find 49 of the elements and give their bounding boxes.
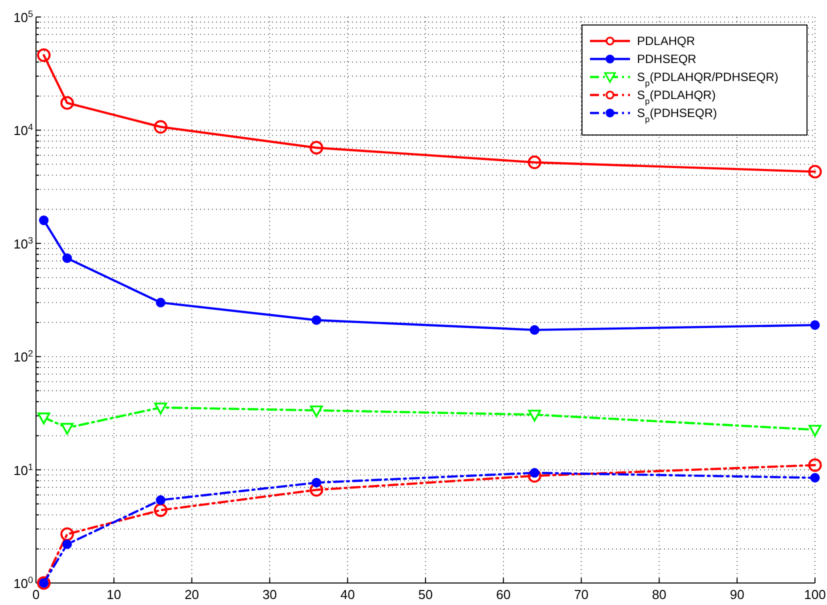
point — [37, 412, 50, 424]
point — [808, 458, 822, 472]
legend-label: S$_{p}$(PDHSEQR) — [637, 106, 718, 124]
y-tick-label: 10$^{2}$ — [13, 348, 33, 365]
x-tick-label: 80 — [652, 587, 666, 602]
y-tick-label: 10$^{0}$ — [13, 575, 33, 591]
point — [154, 503, 168, 517]
point — [60, 96, 74, 110]
point — [154, 120, 168, 134]
point — [156, 298, 166, 308]
point — [312, 478, 322, 488]
x-tick-label: 20 — [184, 587, 200, 602]
point — [312, 315, 322, 325]
y-tick-label: 10$^{5}$ — [13, 9, 33, 25]
legend-label: PDLAHQR — [637, 34, 696, 48]
point — [62, 539, 72, 550]
point — [310, 483, 324, 497]
point — [528, 410, 541, 422]
point — [62, 253, 72, 264]
x-tick-label: 70 — [574, 587, 589, 602]
point — [810, 320, 820, 330]
point — [60, 422, 74, 435]
point — [530, 325, 540, 335]
x-tick-label: 90 — [730, 587, 744, 602]
point — [154, 402, 168, 414]
point — [60, 527, 74, 541]
point — [808, 424, 822, 437]
legend-label: S$_{p}$(PDLAHQR/PDHSEQR) — [637, 70, 778, 88]
x-tick-label: 50 — [418, 587, 433, 602]
y-tick-label: 10$^{4}$ — [13, 122, 33, 138]
point — [36, 48, 51, 62]
point — [310, 140, 324, 155]
x-tick-label: 10 — [106, 587, 122, 602]
point — [156, 495, 166, 505]
x-tick-label: 0 — [32, 587, 40, 602]
legend-label: S$_{p}$(PDLAHQR) — [637, 88, 716, 106]
y-tick-label: 10$^{3}$ — [13, 235, 33, 252]
point — [528, 156, 542, 170]
point — [310, 405, 323, 418]
point — [808, 164, 822, 178]
x-tick-label: 60 — [496, 587, 511, 602]
y-tick-label: 10$^{1}$ — [13, 462, 33, 478]
point — [810, 472, 820, 483]
point — [38, 215, 49, 226]
point — [528, 469, 542, 483]
x-tick-label: 30 — [262, 587, 277, 602]
x-tick-label: 100 — [804, 587, 826, 602]
x-tick-label: 40 — [340, 587, 355, 602]
legend-label: PDHSEQR — [637, 52, 697, 66]
